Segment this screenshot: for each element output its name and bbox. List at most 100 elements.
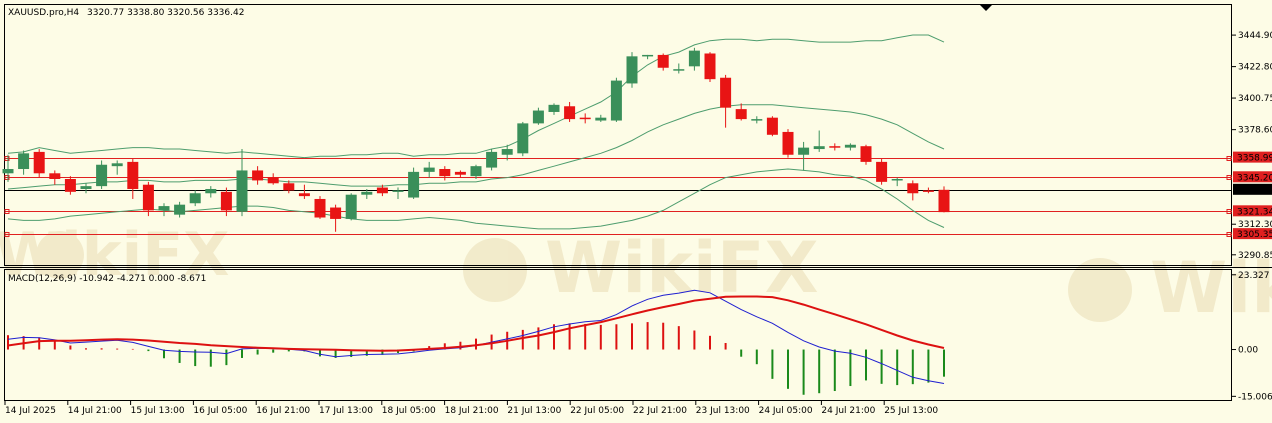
- candle-bullish: [174, 204, 186, 215]
- candle-bearish: [938, 189, 950, 213]
- candle-bullish: [688, 50, 700, 67]
- time-tick-label: 18 Jul 05:00: [382, 406, 436, 416]
- macd-axis: 23.327 0.00 -15.006: [1232, 271, 1272, 402]
- candle-bullish: [673, 69, 685, 71]
- price-tick-label: 3444.90: [1238, 31, 1272, 41]
- candle-bullish: [798, 147, 810, 155]
- time-axis: 14 Jul 2025 14 Jul 21:00 15 Jul 13:00 16 Ju…: [4, 401, 938, 416]
- price-tick-label: 3290.85: [1238, 251, 1272, 261]
- candle-bearish: [454, 171, 466, 175]
- time-tick-label: 24 Jul 21:00: [821, 406, 875, 416]
- macd-tick-label: -15.006: [1238, 392, 1272, 402]
- candle-bullish: [532, 110, 544, 124]
- time-tick-label: 25 Jul 13:00: [884, 406, 938, 416]
- bollinger-middle-band: [7, 104, 945, 190]
- candle-bearish: [735, 109, 747, 120]
- candle-bearish: [907, 183, 919, 194]
- level-price-tag: [1233, 151, 1272, 163]
- candle-bearish: [252, 170, 264, 181]
- time-tick-label: 14 Jul 21:00: [68, 406, 122, 416]
- candle-bullish: [189, 193, 201, 204]
- chart-shift-icon[interactable]: [980, 5, 992, 11]
- price-tick-label: 3400.75: [1238, 94, 1272, 104]
- candle-bullish: [96, 164, 108, 187]
- time-tick-label: 18 Jul 21:00: [445, 406, 499, 416]
- candle-bullish: [844, 144, 856, 148]
- watermark-text: WikiFX: [1150, 247, 1272, 329]
- current-price-label: 3336.42: [1237, 186, 1272, 196]
- symbol-info: XAUUSD.pro,H4: [8, 8, 79, 18]
- candle-bullish: [470, 166, 482, 177]
- ohlc-values: 3320.77 3338.80 3320.56 3336.42: [87, 8, 244, 18]
- level-marker-left: [4, 209, 10, 214]
- candle-bearish: [64, 179, 76, 192]
- candle-bearish: [657, 54, 669, 68]
- watermark-logo-icon: [1068, 258, 1132, 322]
- candle-bullish: [236, 170, 248, 212]
- candle-bearish: [564, 106, 576, 120]
- candle-bullish: [486, 151, 498, 168]
- candle-bearish: [720, 77, 732, 108]
- macd-tick-label: 23.327: [1238, 271, 1270, 281]
- level-price-label: 3321.34: [1237, 207, 1272, 217]
- candle-bullish: [642, 54, 654, 57]
- macd-signal-line: [7, 295, 945, 352]
- candle-bearish: [579, 117, 591, 120]
- macd-pane-border: [4, 269, 1232, 401]
- level-marker-left: [4, 232, 10, 237]
- candle-bearish: [49, 173, 61, 179]
- candle-bullish: [345, 194, 357, 219]
- time-tick-label: 14 Jul 2025: [5, 406, 56, 416]
- level-price-label: 3358.99: [1237, 154, 1272, 164]
- bollinger-upper-band: [7, 34, 945, 159]
- candle-bearish: [782, 131, 794, 155]
- macd-label: MACD(12,26,9) -10.942 -4.271 0.000 -8.67…: [8, 274, 206, 284]
- price-tick-label: 3422.80: [1238, 63, 1272, 73]
- time-tick-label: 21 Jul 13:00: [507, 406, 561, 416]
- candle-bearish: [876, 161, 888, 182]
- level-marker-left: [4, 156, 10, 161]
- candle-bullish: [408, 171, 420, 198]
- candle-bearish: [766, 117, 778, 135]
- time-tick-label: 22 Jul 21:00: [633, 406, 687, 416]
- current-price-tag: [1233, 183, 1272, 195]
- candle-bearish: [142, 184, 154, 211]
- level-price-tag: [1233, 205, 1272, 217]
- candle-bullish: [205, 188, 217, 194]
- price-tick-label: 3378.60: [1238, 126, 1272, 136]
- candle-bullish: [80, 186, 92, 189]
- candle-bullish: [595, 117, 607, 121]
- price-tick-label: 3312.30: [1238, 220, 1272, 230]
- level-marker-right: [1226, 175, 1232, 180]
- time-tick-label: 15 Jul 13:00: [131, 406, 185, 416]
- candle-bullish: [813, 146, 825, 150]
- candle-bearish: [220, 191, 232, 211]
- candle-bullish: [361, 191, 373, 195]
- candle-bearish: [127, 161, 139, 189]
- candles-layer: [2, 47, 950, 232]
- candle-bullish: [158, 206, 170, 211]
- level-price-tag: [1233, 228, 1272, 240]
- macd-tick-label: 0.00: [1238, 346, 1258, 356]
- candle-bullish: [891, 179, 903, 181]
- candle-bearish: [376, 187, 388, 194]
- candle-bearish: [439, 169, 451, 177]
- candle-bullish: [111, 163, 123, 167]
- candle-bullish: [2, 169, 14, 174]
- candle-bullish: [517, 123, 529, 154]
- time-tick-label: 22 Jul 05:00: [570, 406, 624, 416]
- level-marker-right: [1226, 156, 1232, 161]
- level-price-label: 3345.20: [1237, 173, 1272, 183]
- level-marker-right: [1226, 232, 1232, 237]
- candle-bullish: [751, 119, 763, 121]
- level-price-label: 3305.35: [1237, 230, 1272, 240]
- price-pane-border: [4, 4, 1232, 266]
- candle-bullish: [18, 153, 30, 170]
- level-marker-left: [4, 175, 10, 180]
- candle-bullish: [548, 104, 560, 112]
- candle-bearish: [33, 151, 45, 174]
- candle-bearish: [298, 193, 310, 197]
- candle-bearish: [267, 177, 279, 184]
- candle-bearish: [922, 190, 934, 192]
